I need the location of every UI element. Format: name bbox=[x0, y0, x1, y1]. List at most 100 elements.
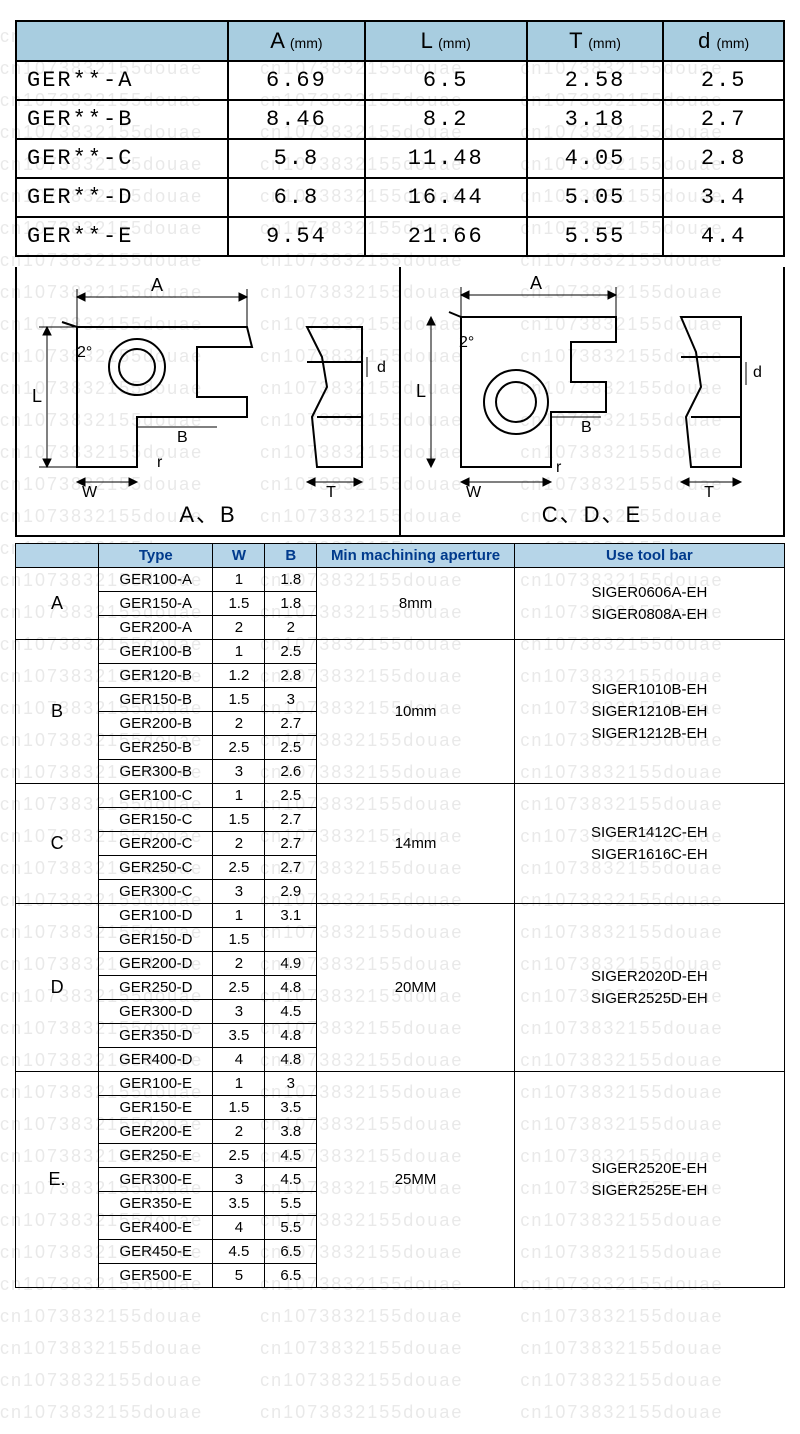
cell-W: 2 bbox=[213, 952, 265, 976]
row-label: GER**-D bbox=[16, 178, 228, 217]
cell-type: GER150-C bbox=[99, 808, 213, 832]
diagram-left: A L 2° B bbox=[15, 267, 400, 537]
diagram-left-caption: A、B bbox=[17, 497, 399, 529]
cell-B: 4.5 bbox=[265, 1144, 317, 1168]
dim-r2: r bbox=[556, 459, 562, 476]
dim-L2: L bbox=[416, 381, 426, 401]
cell-type: GER100-C bbox=[99, 784, 213, 808]
header-blank bbox=[16, 21, 228, 61]
cell-W: 3 bbox=[213, 1168, 265, 1192]
cell-W: 3 bbox=[213, 1000, 265, 1024]
cell-d: 2.8 bbox=[663, 139, 784, 178]
spec-header: Type bbox=[99, 544, 213, 568]
row-label: GER**-A bbox=[16, 61, 228, 100]
cell-T: 5.05 bbox=[527, 178, 664, 217]
cell-A: 6.69 bbox=[228, 61, 365, 100]
cell-W: 1.5 bbox=[213, 688, 265, 712]
cell-W: 1.2 bbox=[213, 664, 265, 688]
dim-r: r bbox=[157, 454, 163, 471]
cell-W: 4 bbox=[213, 1216, 265, 1240]
cell-L: 8.2 bbox=[365, 100, 527, 139]
cell-W: 2.5 bbox=[213, 736, 265, 760]
dimensions-row: GER**-E9.5421.665.554.4 bbox=[16, 217, 784, 256]
cell-W: 1.5 bbox=[213, 808, 265, 832]
spec-header: B bbox=[265, 544, 317, 568]
row-label: GER**-C bbox=[16, 139, 228, 178]
cell-W: 2 bbox=[213, 616, 265, 640]
cell-B: 2.7 bbox=[265, 712, 317, 736]
group-label: D bbox=[16, 904, 99, 1072]
cell-B: 2.7 bbox=[265, 856, 317, 880]
cell-B: 2 bbox=[265, 616, 317, 640]
cell-type: GER450-E bbox=[99, 1240, 213, 1264]
cell-W: 1.5 bbox=[213, 928, 265, 952]
cell-type: GER250-B bbox=[99, 736, 213, 760]
cell-L: 6.5 bbox=[365, 61, 527, 100]
cell-d: 2.5 bbox=[663, 61, 784, 100]
spec-row: CGER100-C12.514mmSIGER1412C-EHSIGER1616C… bbox=[16, 784, 785, 808]
group-label: B bbox=[16, 640, 99, 784]
dim-d: d bbox=[377, 359, 386, 376]
cell-type: GER500-E bbox=[99, 1264, 213, 1288]
group-label: E. bbox=[16, 1072, 99, 1288]
dim-d2: d bbox=[753, 364, 762, 381]
cell-type: GER150-B bbox=[99, 688, 213, 712]
cell-W: 1 bbox=[213, 784, 265, 808]
dimensions-table: A (mm) L (mm) T (mm) d (mm) GER**-A6.696… bbox=[15, 20, 785, 257]
cell-B: 2.5 bbox=[265, 784, 317, 808]
header-A: A (mm) bbox=[228, 21, 365, 61]
cell-L: 21.66 bbox=[365, 217, 527, 256]
cell-type: GER300-B bbox=[99, 760, 213, 784]
spec-row: DGER100-D13.120MMSIGER2020D-EHSIGER2525D… bbox=[16, 904, 785, 928]
cell-tool-bar: SIGER2020D-EHSIGER2525D-EH bbox=[514, 904, 784, 1072]
cell-min-aperture: 25MM bbox=[317, 1072, 514, 1288]
dimensions-row: GER**-C5.811.484.052.8 bbox=[16, 139, 784, 178]
cell-tool-bar: SIGER2520E-EHSIGER2525E-EH bbox=[514, 1072, 784, 1288]
cell-W: 1 bbox=[213, 904, 265, 928]
spec-table: TypeWBMin machining apertureUse tool bar… bbox=[15, 543, 785, 1288]
diagram-right-caption: C、D、E bbox=[401, 497, 783, 529]
dim-B2: B bbox=[581, 419, 592, 436]
header-d: d (mm) bbox=[663, 21, 784, 61]
cell-A: 5.8 bbox=[228, 139, 365, 178]
cell-type: GER300-C bbox=[99, 880, 213, 904]
cell-type: GER250-E bbox=[99, 1144, 213, 1168]
spec-row: BGER100-B12.510mmSIGER1010B-EHSIGER1210B… bbox=[16, 640, 785, 664]
spec-row: E.GER100-E1325MMSIGER2520E-EHSIGER2525E-… bbox=[16, 1072, 785, 1096]
cell-W: 3 bbox=[213, 880, 265, 904]
cell-type: GER400-E bbox=[99, 1216, 213, 1240]
cell-W: 1 bbox=[213, 568, 265, 592]
cell-B: 3 bbox=[265, 1072, 317, 1096]
dim-B: B bbox=[177, 429, 188, 446]
cell-d: 3.4 bbox=[663, 178, 784, 217]
row-label: GER**-B bbox=[16, 100, 228, 139]
diagram-cde-svg: A L 2° B W r bbox=[401, 267, 784, 502]
cell-type: GER200-E bbox=[99, 1120, 213, 1144]
cell-W: 3 bbox=[213, 760, 265, 784]
cell-B: 5.5 bbox=[265, 1216, 317, 1240]
header-T: T (mm) bbox=[527, 21, 664, 61]
cell-B: 4.8 bbox=[265, 1024, 317, 1048]
group-label: C bbox=[16, 784, 99, 904]
cell-type: GER350-D bbox=[99, 1024, 213, 1048]
spec-header: W bbox=[213, 544, 265, 568]
cell-T: 5.55 bbox=[527, 217, 664, 256]
cell-type: GER200-D bbox=[99, 952, 213, 976]
diagram-row: A L 2° B bbox=[15, 267, 785, 537]
cell-type: GER350-E bbox=[99, 1192, 213, 1216]
cell-type: GER100-B bbox=[99, 640, 213, 664]
cell-tool-bar: SIGER1010B-EHSIGER1210B-EHSIGER1212B-EH bbox=[514, 640, 784, 784]
cell-W: 2.5 bbox=[213, 976, 265, 1000]
cell-tool-bar: SIGER0606A-EHSIGER0808A-EH bbox=[514, 568, 784, 640]
cell-B: 1.8 bbox=[265, 568, 317, 592]
cell-B: 4.8 bbox=[265, 1048, 317, 1072]
cell-type: GER400-D bbox=[99, 1048, 213, 1072]
cell-B: 4.8 bbox=[265, 976, 317, 1000]
dimensions-row: GER**-A6.696.52.582.5 bbox=[16, 61, 784, 100]
cell-type: GER100-D bbox=[99, 904, 213, 928]
cell-type: GER120-B bbox=[99, 664, 213, 688]
spec-row: AGER100-A11.88mmSIGER0606A-EHSIGER0808A-… bbox=[16, 568, 785, 592]
cell-W: 3.5 bbox=[213, 1024, 265, 1048]
cell-min-aperture: 8mm bbox=[317, 568, 514, 640]
cell-W: 1 bbox=[213, 640, 265, 664]
